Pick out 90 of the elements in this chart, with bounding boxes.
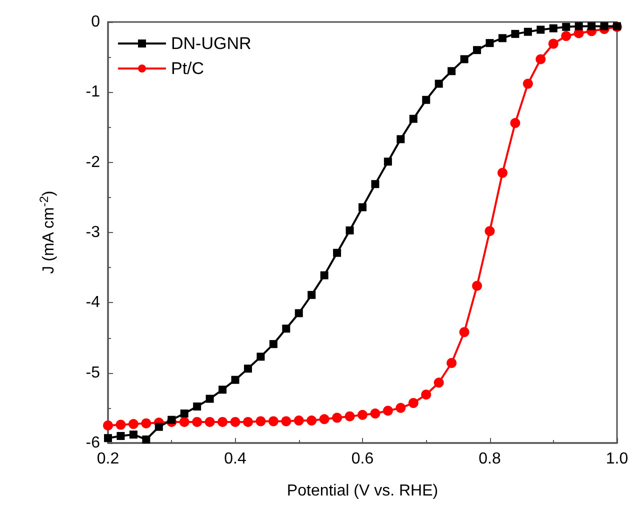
point xyxy=(281,416,292,426)
point xyxy=(129,430,138,439)
point xyxy=(396,402,406,413)
point xyxy=(306,416,317,426)
point xyxy=(231,376,240,384)
point xyxy=(396,135,405,144)
point xyxy=(510,118,520,128)
point xyxy=(434,378,444,388)
point xyxy=(536,54,546,64)
x-tick-label: 0.8 xyxy=(478,450,501,468)
point xyxy=(242,416,253,427)
point xyxy=(218,386,227,394)
point xyxy=(344,411,355,422)
point xyxy=(408,398,418,408)
point xyxy=(371,180,380,188)
point xyxy=(562,22,570,31)
point xyxy=(320,271,328,280)
point xyxy=(192,416,202,427)
point xyxy=(103,420,113,430)
point xyxy=(588,22,596,30)
point xyxy=(409,114,418,123)
point xyxy=(282,324,290,333)
y-tick-label: -3 xyxy=(86,224,100,241)
point xyxy=(268,416,278,426)
point xyxy=(522,78,533,89)
point xyxy=(421,390,432,400)
point xyxy=(218,416,228,427)
point xyxy=(256,416,266,426)
point xyxy=(448,67,456,76)
point xyxy=(142,435,150,444)
point xyxy=(269,340,278,348)
point xyxy=(193,402,202,411)
point xyxy=(180,410,188,418)
y-tick-label: -6 xyxy=(86,434,100,452)
point xyxy=(128,419,138,430)
point xyxy=(472,280,482,291)
y-tick-label: -2 xyxy=(86,154,100,171)
point xyxy=(524,28,532,36)
x-tick-label: 0.6 xyxy=(351,450,374,468)
legend-label: Pt/C xyxy=(171,59,204,78)
point xyxy=(549,24,558,32)
point xyxy=(154,422,163,431)
point xyxy=(548,38,558,49)
point xyxy=(460,55,468,64)
point xyxy=(446,358,457,368)
x-tick-label: 0.2 xyxy=(96,450,120,468)
point xyxy=(358,410,368,420)
point xyxy=(561,31,572,42)
point xyxy=(294,416,304,426)
point xyxy=(422,96,430,104)
point xyxy=(168,416,176,424)
point xyxy=(498,34,506,42)
y-tick-label: 0 xyxy=(91,14,100,30)
point xyxy=(204,416,215,427)
point xyxy=(497,168,508,178)
point xyxy=(141,418,152,428)
point xyxy=(256,352,265,361)
point xyxy=(384,158,392,166)
legend-label: DN-UGNR xyxy=(171,34,252,53)
point xyxy=(116,432,125,440)
point xyxy=(346,226,354,234)
y-tick-label: -1 xyxy=(86,84,100,101)
point xyxy=(484,226,495,236)
point xyxy=(244,364,252,373)
point xyxy=(574,22,583,30)
point xyxy=(116,420,126,430)
point xyxy=(308,290,316,299)
x-tick-label: 0.4 xyxy=(224,450,246,468)
point xyxy=(382,406,393,416)
y-tick-label: -4 xyxy=(86,294,100,312)
point xyxy=(358,203,366,212)
point xyxy=(370,408,380,419)
point xyxy=(319,414,330,424)
point xyxy=(230,416,240,427)
point xyxy=(332,412,342,423)
point xyxy=(536,26,545,34)
point xyxy=(600,22,608,30)
point xyxy=(486,39,494,48)
point xyxy=(459,327,470,338)
point xyxy=(434,80,443,88)
x-tick-label: 1.0 xyxy=(606,450,628,468)
point xyxy=(473,46,482,54)
point xyxy=(294,309,303,318)
point xyxy=(333,248,342,257)
x-axis-title: Potential (V vs. RHE) xyxy=(286,482,438,500)
point xyxy=(179,416,190,427)
point xyxy=(206,394,214,403)
y-axis-title: J (mA cm-2) xyxy=(37,190,58,274)
y-tick-label: -5 xyxy=(86,364,100,382)
point xyxy=(511,30,520,38)
